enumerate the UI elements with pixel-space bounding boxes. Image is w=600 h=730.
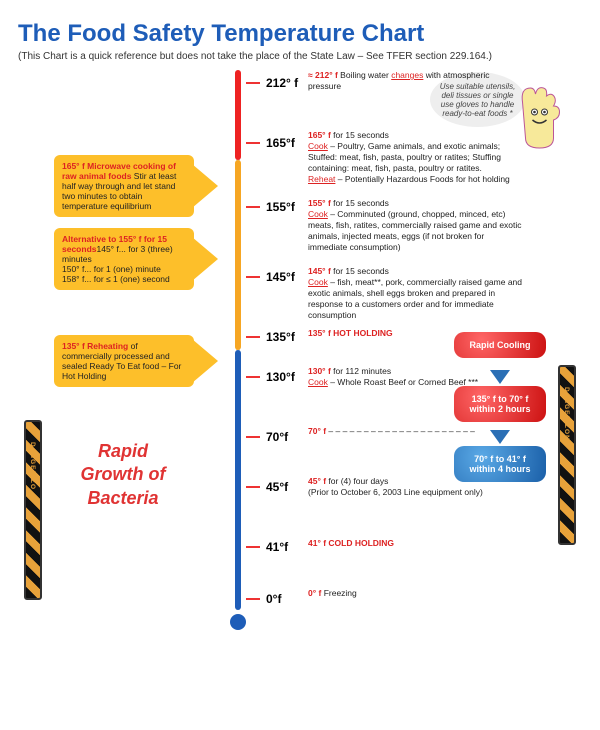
temperature-note: 41° f COLD HOLDING	[308, 538, 394, 549]
temperature-tick: 0°f	[246, 592, 281, 606]
thermometer-fill-segment	[235, 350, 241, 610]
tick-label: 155°f	[266, 200, 295, 214]
cooling-step-1: 135° f to 70° f within 2 hours	[454, 386, 546, 422]
temperature-note: 155° f for 15 secondsCook – Comminuted (…	[308, 198, 523, 253]
guidance-arrow: 165° f Microwave cooking of raw animal f…	[54, 155, 194, 217]
thermometer-fill-segment	[235, 160, 241, 350]
subtitle: (This Chart is a quick reference but doe…	[18, 51, 582, 62]
temperature-tick: 165°f	[246, 136, 295, 150]
temperature-tick: 155°f	[246, 200, 295, 214]
tick-label: 0°f	[266, 592, 281, 606]
temperature-tick: 135°f	[246, 330, 295, 344]
tick-label: 165°f	[266, 136, 295, 150]
danger-zone-bar-left: DANGER ZO	[24, 420, 42, 600]
temperature-note: 145° f for 15 secondsCook – fish, meat**…	[308, 266, 523, 321]
guidance-arrow: Alternative to 155° f for 15 seconds145°…	[54, 228, 194, 290]
cooling-step-2: 70° f to 41° f within 4 hours	[454, 446, 546, 482]
temperature-note: 135° f HOT HOLDING	[308, 328, 393, 339]
temperature-tick: 145°f	[246, 270, 295, 284]
temperature-note: ≈ 212° f Boiling water changes with atmo…	[308, 70, 523, 92]
tick-label: 45°f	[266, 480, 288, 494]
tick-label: 41°f	[266, 540, 288, 554]
danger-zone-bar-right: DANGER ZONE	[558, 365, 576, 545]
rapid-cooling-label: Rapid Cooling	[454, 332, 546, 358]
thermometer	[230, 70, 246, 630]
cooling-arrow-icon	[490, 430, 510, 444]
tick-label: 145°f	[266, 270, 295, 284]
temperature-tick: 41°f	[246, 540, 288, 554]
guidance-arrow: 135° f Reheating of commercially process…	[54, 335, 194, 387]
temperature-note: 130° f for 112 minutesCook – Whole Roast…	[308, 366, 478, 388]
tick-label: 135°f	[266, 330, 295, 344]
tick-label: 130°f	[266, 370, 295, 384]
temperature-note: 70° f – – – – – – – – – – – – – – – – – …	[308, 426, 475, 437]
bacteria-warning: Rapid Growth of Bacteria	[68, 440, 178, 510]
thermometer-bulb	[230, 614, 246, 630]
temperature-tick: 212° f	[246, 76, 298, 90]
thermometer-fill-segment	[235, 70, 241, 160]
temperature-note: 0° f Freezing	[308, 588, 357, 599]
temperature-tick: 70°f	[246, 430, 288, 444]
tick-label: 70°f	[266, 430, 288, 444]
temperature-tick: 45°f	[246, 480, 288, 494]
cooling-arrow-icon	[490, 370, 510, 384]
tick-label: 212° f	[266, 76, 298, 90]
page-title: The Food Safety Temperature Chart	[18, 20, 582, 48]
temperature-note: 165° f for 15 secondsCook – Poultry, Gam…	[308, 130, 523, 185]
temperature-tick: 130°f	[246, 370, 295, 384]
chart-area: 212° f 165°f 155°f 145°f 135°f 130°f 70°f 45°f 4…	[18, 70, 582, 660]
